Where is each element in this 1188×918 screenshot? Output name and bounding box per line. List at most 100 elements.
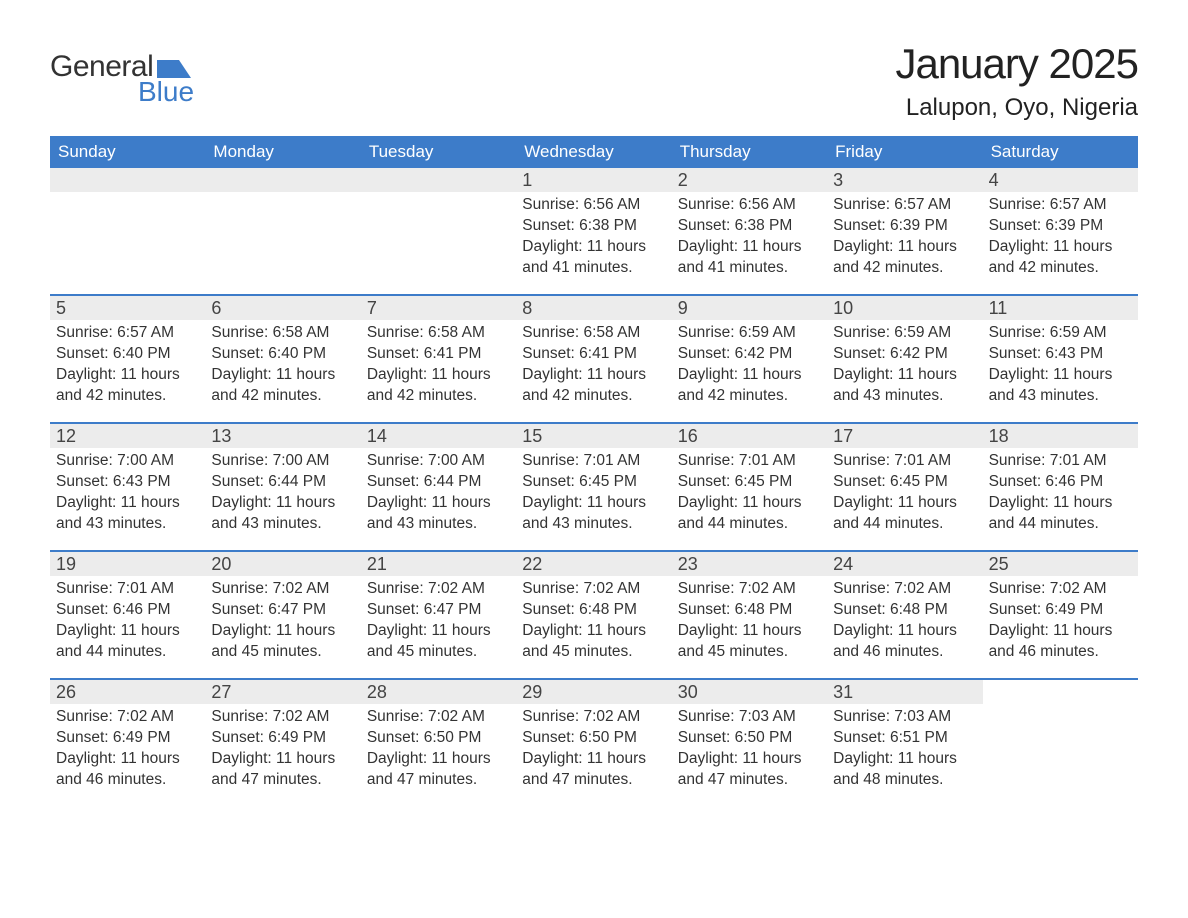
day-number: 27 [205,680,360,704]
day-number: 25 [983,552,1138,576]
day-cell: 13Sunrise: 7:00 AMSunset: 6:44 PMDayligh… [205,424,360,550]
day-body: Sunrise: 6:58 AMSunset: 6:41 PMDaylight:… [516,320,671,417]
day-number: 14 [361,424,516,448]
sunrise-line: Sunrise: 7:00 AM [211,451,354,472]
daylight-line: Daylight: 11 hours and 44 minutes. [989,493,1132,535]
day-body: Sunrise: 7:02 AMSunset: 6:47 PMDaylight:… [205,576,360,673]
sunset-line: Sunset: 6:42 PM [678,344,821,365]
day-number: 24 [827,552,982,576]
day-number: 31 [827,680,982,704]
daylight-line: Daylight: 11 hours and 43 minutes. [833,365,976,407]
logo-text-blue: Blue [138,76,194,108]
sunset-line: Sunset: 6:40 PM [56,344,199,365]
daylight-line: Daylight: 11 hours and 42 minutes. [989,237,1132,279]
day-cell [205,168,360,294]
day-body: Sunrise: 6:59 AMSunset: 6:42 PMDaylight:… [672,320,827,417]
day-cell: 6Sunrise: 6:58 AMSunset: 6:40 PMDaylight… [205,296,360,422]
day-body: Sunrise: 6:56 AMSunset: 6:38 PMDaylight:… [672,192,827,289]
day-number: 20 [205,552,360,576]
day-body: Sunrise: 7:02 AMSunset: 6:50 PMDaylight:… [516,704,671,801]
day-cell: 4Sunrise: 6:57 AMSunset: 6:39 PMDaylight… [983,168,1138,294]
daylight-line: Daylight: 11 hours and 46 minutes. [56,749,199,791]
daylight-line: Daylight: 11 hours and 45 minutes. [522,621,665,663]
day-number: 3 [827,168,982,192]
day-cell: 24Sunrise: 7:02 AMSunset: 6:48 PMDayligh… [827,552,982,678]
day-number: 16 [672,424,827,448]
sunset-line: Sunset: 6:42 PM [833,344,976,365]
day-number: 21 [361,552,516,576]
weekday-header-cell: Saturday [983,136,1138,168]
day-number: 29 [516,680,671,704]
page-title: January 2025 [895,40,1138,88]
day-body: Sunrise: 7:02 AMSunset: 6:49 PMDaylight:… [983,576,1138,673]
daylight-line: Daylight: 11 hours and 45 minutes. [367,621,510,663]
day-body: Sunrise: 7:02 AMSunset: 6:48 PMDaylight:… [672,576,827,673]
sunset-line: Sunset: 6:51 PM [833,728,976,749]
day-number: 15 [516,424,671,448]
sunrise-line: Sunrise: 7:02 AM [56,707,199,728]
sunrise-line: Sunrise: 6:57 AM [833,195,976,216]
sunrise-line: Sunrise: 7:00 AM [56,451,199,472]
sunset-line: Sunset: 6:48 PM [522,600,665,621]
daylight-line: Daylight: 11 hours and 42 minutes. [678,365,821,407]
daylight-line: Daylight: 11 hours and 42 minutes. [56,365,199,407]
sunrise-line: Sunrise: 6:59 AM [678,323,821,344]
week-row: 1Sunrise: 6:56 AMSunset: 6:38 PMDaylight… [50,168,1138,294]
day-body: Sunrise: 6:58 AMSunset: 6:41 PMDaylight:… [361,320,516,417]
day-number: 8 [516,296,671,320]
day-number: 22 [516,552,671,576]
daylight-line: Daylight: 11 hours and 44 minutes. [833,493,976,535]
daylight-line: Daylight: 11 hours and 41 minutes. [678,237,821,279]
daylight-line: Daylight: 11 hours and 46 minutes. [989,621,1132,663]
daylight-line: Daylight: 11 hours and 48 minutes. [833,749,976,791]
day-number: 9 [672,296,827,320]
sunset-line: Sunset: 6:47 PM [367,600,510,621]
day-cell: 27Sunrise: 7:02 AMSunset: 6:49 PMDayligh… [205,680,360,806]
day-body: Sunrise: 7:01 AMSunset: 6:45 PMDaylight:… [827,448,982,545]
day-body: Sunrise: 7:02 AMSunset: 6:47 PMDaylight:… [361,576,516,673]
day-cell: 26Sunrise: 7:02 AMSunset: 6:49 PMDayligh… [50,680,205,806]
daylight-line: Daylight: 11 hours and 44 minutes. [678,493,821,535]
daylight-line: Daylight: 11 hours and 43 minutes. [522,493,665,535]
sunrise-line: Sunrise: 7:01 AM [522,451,665,472]
daylight-line: Daylight: 11 hours and 42 minutes. [367,365,510,407]
sunset-line: Sunset: 6:50 PM [522,728,665,749]
weekday-header-cell: Wednesday [516,136,671,168]
sunrise-line: Sunrise: 7:02 AM [367,707,510,728]
sunset-line: Sunset: 6:45 PM [678,472,821,493]
sunset-line: Sunset: 6:45 PM [833,472,976,493]
empty-day-bar [361,168,516,192]
daylight-line: Daylight: 11 hours and 42 minutes. [211,365,354,407]
day-cell: 25Sunrise: 7:02 AMSunset: 6:49 PMDayligh… [983,552,1138,678]
sunset-line: Sunset: 6:44 PM [211,472,354,493]
sunset-line: Sunset: 6:41 PM [367,344,510,365]
sunrise-line: Sunrise: 7:03 AM [678,707,821,728]
day-cell: 28Sunrise: 7:02 AMSunset: 6:50 PMDayligh… [361,680,516,806]
sunrise-line: Sunrise: 7:02 AM [211,707,354,728]
sunrise-line: Sunrise: 7:00 AM [367,451,510,472]
day-body: Sunrise: 7:01 AMSunset: 6:46 PMDaylight:… [50,576,205,673]
sunrise-line: Sunrise: 7:01 AM [833,451,976,472]
week-row: 19Sunrise: 7:01 AMSunset: 6:46 PMDayligh… [50,550,1138,678]
sunrise-line: Sunrise: 6:56 AM [522,195,665,216]
day-number: 5 [50,296,205,320]
day-number: 17 [827,424,982,448]
day-body: Sunrise: 7:01 AMSunset: 6:45 PMDaylight:… [672,448,827,545]
daylight-line: Daylight: 11 hours and 47 minutes. [211,749,354,791]
sunrise-line: Sunrise: 6:58 AM [211,323,354,344]
sunset-line: Sunset: 6:50 PM [678,728,821,749]
sunrise-line: Sunrise: 7:01 AM [989,451,1132,472]
sunset-line: Sunset: 6:38 PM [522,216,665,237]
page-subtitle: Lalupon, Oyo, Nigeria [895,94,1138,122]
week-row: 5Sunrise: 6:57 AMSunset: 6:40 PMDaylight… [50,294,1138,422]
sunset-line: Sunset: 6:45 PM [522,472,665,493]
sunset-line: Sunset: 6:49 PM [989,600,1132,621]
day-body: Sunrise: 6:56 AMSunset: 6:38 PMDaylight:… [516,192,671,289]
day-cell [983,680,1138,806]
flag-icon [157,56,191,78]
sunrise-line: Sunrise: 6:58 AM [367,323,510,344]
day-cell: 29Sunrise: 7:02 AMSunset: 6:50 PMDayligh… [516,680,671,806]
day-cell: 19Sunrise: 7:01 AMSunset: 6:46 PMDayligh… [50,552,205,678]
daylight-line: Daylight: 11 hours and 45 minutes. [211,621,354,663]
day-cell: 15 Sunrise: 7:01 AMSunset: 6:45 PMDayligh… [516,424,671,550]
